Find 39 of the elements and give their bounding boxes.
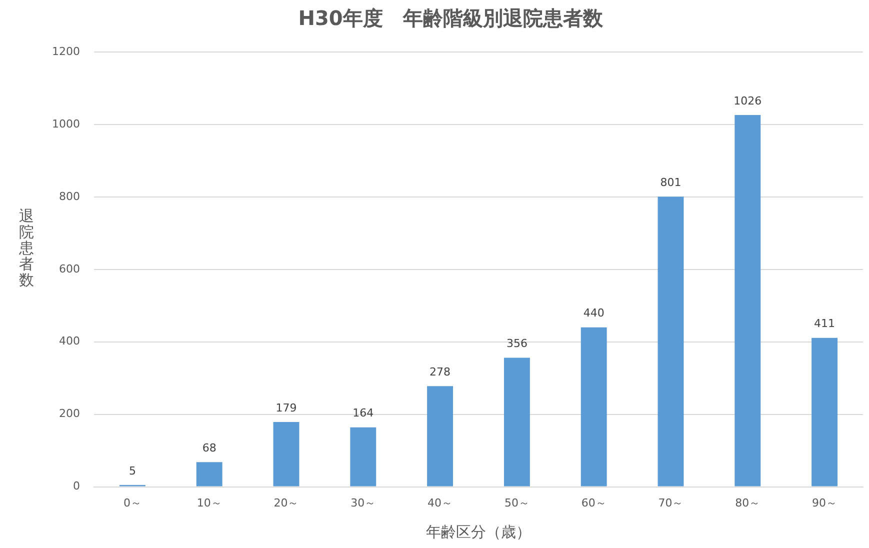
x-tick-label: 60～: [581, 496, 606, 510]
y-tick-label: 1200: [52, 44, 80, 58]
x-tick-label: 80～: [735, 496, 760, 510]
data-label: 411: [814, 317, 836, 330]
y-tick-label: 400: [58, 334, 80, 348]
x-tick-label: 0～: [123, 496, 142, 510]
chart-title: H30年度 年齢階級別退院患者数: [298, 6, 604, 30]
data-label: 164: [352, 406, 374, 420]
x-tick-label: 70～: [658, 496, 684, 510]
x-axis-title: 年齢区分（歳）: [426, 522, 531, 541]
data-label: 440: [583, 306, 604, 320]
x-tick-label: 50～: [504, 496, 530, 510]
data-label: 356: [506, 337, 528, 350]
data-label: 5: [128, 464, 136, 478]
data-label: 179: [276, 401, 297, 414]
bar: [350, 427, 376, 486]
x-tick-label: 90～: [812, 496, 838, 510]
data-label: 68: [202, 442, 216, 455]
y-tick-label: 600: [58, 262, 80, 276]
bar: [812, 338, 838, 486]
y-tick-label: 200: [58, 407, 80, 420]
bar: [196, 462, 222, 486]
y-tick-label: 800: [58, 190, 80, 203]
y-axis-title: 退院患者数: [18, 207, 35, 289]
bar: [427, 386, 454, 486]
bar: [273, 422, 300, 486]
bar: [504, 358, 530, 486]
y-tick-label: 0: [72, 480, 80, 493]
bar: [734, 115, 761, 486]
bar: [658, 196, 684, 486]
y-tick-label: 1000: [52, 117, 80, 130]
x-tick-label: 30～: [350, 496, 376, 510]
data-label: 1026: [734, 94, 762, 108]
x-tick-label: 10～: [196, 496, 222, 510]
data-label: 801: [660, 176, 682, 189]
x-tick-label: 40～: [428, 496, 453, 510]
bar: [580, 327, 607, 486]
data-label: 278: [430, 365, 451, 378]
x-tick-label: 20～: [274, 496, 299, 510]
